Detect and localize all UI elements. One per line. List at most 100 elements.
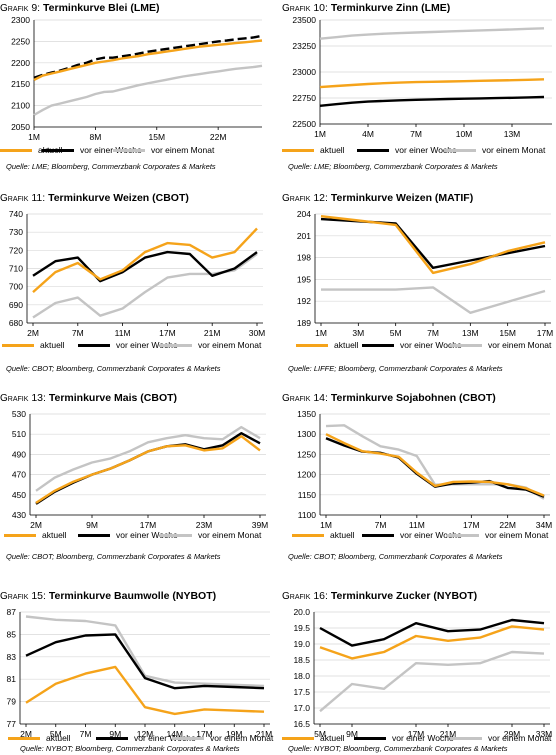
series-line-vor-einer-woche xyxy=(319,618,545,647)
legend-label: vor einem Monat xyxy=(488,733,552,743)
legend-swatch xyxy=(78,344,110,347)
legend-label: vor einer Woche xyxy=(134,733,196,743)
legend-label: vor einer Woche xyxy=(400,340,462,350)
legend-swatch xyxy=(96,737,128,740)
legend-swatch xyxy=(354,737,386,740)
x-tick-label: 21M xyxy=(256,729,273,739)
y-tick-label: 730 xyxy=(9,227,23,237)
y-tick-label: 710 xyxy=(9,264,23,274)
x-tick-label: 13M xyxy=(504,129,521,139)
x-tick-label: 33M xyxy=(536,729,553,739)
x-tick-label: 1M xyxy=(314,129,326,139)
legend-label: vor einer Woche xyxy=(116,340,178,350)
chart-source: Quelle: CBOT; Bloomberg, Commerzbank Cor… xyxy=(6,364,221,373)
x-tick-label: 10M xyxy=(456,129,473,139)
y-tick-label: 1200 xyxy=(297,470,316,480)
legend-label: vor einem Monat xyxy=(210,733,274,743)
chart-label: Grafik xyxy=(282,3,311,14)
chart-title: Grafik 13: Terminkurve Mais (CBOT) xyxy=(0,392,177,404)
legend-label: vor einem Monat xyxy=(485,530,549,540)
x-tick-label: 1M xyxy=(320,520,332,530)
chart-source: Quelle: NYBOT; Bloomberg, Commerzbank Co… xyxy=(20,744,240,753)
x-tick-label: 1M xyxy=(28,132,40,142)
series-line-vor-einem-monat xyxy=(319,650,545,713)
y-tick-label: 430 xyxy=(12,510,26,520)
y-tick-label: 198 xyxy=(297,253,311,263)
y-tick-label: 19.0 xyxy=(293,639,310,649)
y-tick-label: 23000 xyxy=(292,67,316,77)
chart-label: Grafik xyxy=(0,193,29,204)
chart-panel-zucker-nybot: Grafik 16: Terminkurve Zucker (NYBOT) 20… xyxy=(282,590,556,755)
legend-swatch xyxy=(0,149,32,152)
x-tick-label: 17M xyxy=(463,520,480,530)
chart-panel-zinn-lme: Grafik 10: Terminkurve Zinn (LME) 23500 2… xyxy=(282,2,556,172)
legend-label: aktuell xyxy=(320,733,345,743)
chart-title: Grafik 14: Terminkurve Sojabohnen (CBOT) xyxy=(282,392,496,404)
legend-swatch xyxy=(296,344,328,347)
series-line-aktuell xyxy=(33,39,263,81)
y-tick-label: 470 xyxy=(12,470,26,480)
chart-title-text: Terminkurve Baumwolle (NYBOT) xyxy=(48,590,217,602)
legend-label: aktuell xyxy=(334,340,359,350)
series-line-aktuell xyxy=(319,78,545,89)
legend-label: vor einer Woche xyxy=(395,145,457,155)
x-tick-label: 7M xyxy=(72,328,84,338)
y-tick-label: 18.5 xyxy=(293,655,310,665)
chart-number: 16: xyxy=(313,590,328,602)
y-tick-label: 490 xyxy=(12,449,26,459)
chart-title-text: Terminkurve Sojabohnen (CBOT) xyxy=(330,392,496,404)
legend-label: aktuell xyxy=(320,145,345,155)
chart-source: Quelle: NYBOT; Bloomberg, Commerzbank Co… xyxy=(288,744,508,753)
y-tick-label: 87 xyxy=(7,607,17,617)
chart-panel-baumwolle-nybot: Grafik 15: Terminkurve Baumwolle (NYBOT)… xyxy=(0,590,274,755)
legend-swatch xyxy=(160,534,192,537)
chart-title: Grafik 12: Terminkurve Weizen (MATIF) xyxy=(282,192,473,204)
series-line-aktuell xyxy=(32,227,258,293)
legend-swatch xyxy=(160,344,192,347)
x-tick-label: 3M xyxy=(352,328,364,338)
x-tick-label: 7M xyxy=(427,328,439,338)
x-tick-label: 15M xyxy=(148,132,165,142)
x-tick-label: 9M xyxy=(346,729,358,739)
legend-swatch xyxy=(78,534,110,537)
series-line-vor-einer-woche xyxy=(33,34,263,79)
legend-swatch xyxy=(447,534,479,537)
x-tick-label: 21M xyxy=(440,729,457,739)
y-tick-label: 85 xyxy=(7,629,17,639)
legend-swatch xyxy=(450,737,482,740)
chart-title-text: Terminkurve Zucker (NYBOT) xyxy=(330,590,478,602)
x-tick-label: 22M xyxy=(210,132,227,142)
x-tick-label: 7M xyxy=(410,129,422,139)
x-tick-label: 22M xyxy=(499,520,516,530)
x-tick-label: 30M xyxy=(249,328,266,338)
legend-swatch xyxy=(292,534,324,537)
series-line-vor-einer-woche xyxy=(35,432,261,505)
x-tick-label: 2M xyxy=(30,520,42,530)
legend-swatch xyxy=(362,534,394,537)
x-tick-label: 2M xyxy=(27,328,39,338)
y-tick-label: 2300 xyxy=(11,15,30,25)
chart-panel-blei-lme: Grafik 9: Terminkurve Blei (LME) 2300 225… xyxy=(0,2,272,172)
series-line-vor-einem-monat xyxy=(32,253,258,319)
chart-plot: 204 201 198 195 192 189 1M 3M 5M 7M 13M 15M 17M xyxy=(297,209,553,338)
legend-swatch xyxy=(282,149,314,152)
y-tick-label: 1150 xyxy=(298,490,317,500)
y-tick-label: 204 xyxy=(297,209,311,219)
chart-title-text: Terminkurve Zinn (LME) xyxy=(330,2,451,14)
chart-panel-mais-cbot: Grafik 13: Terminkurve Mais (CBOT) 530 51… xyxy=(0,392,272,577)
x-tick-label: 21M xyxy=(204,328,221,338)
legend-label: vor einer Woche xyxy=(116,530,178,540)
chart-title: Grafik 9: Terminkurve Blei (LME) xyxy=(0,2,160,14)
chart-panel-weizen-cbot: Grafik 11: Terminkurve Weizen (CBOT) 740… xyxy=(0,192,272,377)
chart-title: Grafik 10: Terminkurve Zinn (LME) xyxy=(282,2,450,14)
series-line-aktuell xyxy=(319,625,545,660)
chart-plot: 20.0 19.5 19.0 18.5 18.0 17.5 17.0 16.5 5M 9M 17M 2… xyxy=(293,607,553,739)
y-tick-label: 1100 xyxy=(298,510,317,520)
chart-title-text: Terminkurve Weizen (MATIF) xyxy=(330,192,474,204)
series-line-vor-einem-monat xyxy=(25,615,265,688)
x-tick-label: 1M xyxy=(315,328,327,338)
legend-swatch xyxy=(450,344,482,347)
y-tick-label: 720 xyxy=(9,245,23,255)
chart-title-text: Terminkurve Weizen (CBOT) xyxy=(48,192,189,204)
